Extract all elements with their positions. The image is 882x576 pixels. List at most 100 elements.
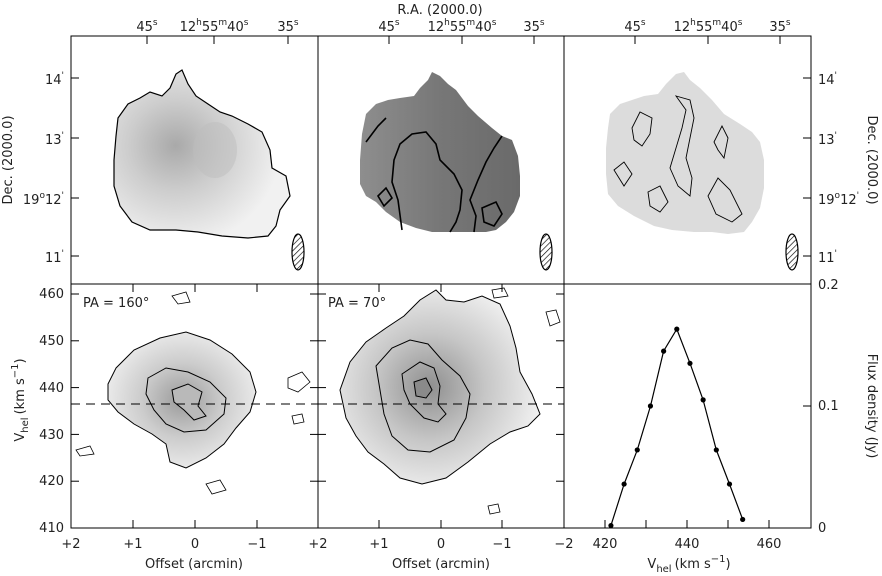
dispersion-contour-d	[613, 161, 633, 187]
flux-tick-0.2: 0.2	[818, 278, 839, 293]
spectrum-point	[661, 348, 667, 354]
moment0-map	[113, 69, 305, 271]
spectrum-line	[610, 327, 744, 526]
pv70-noise-a	[545, 309, 561, 327]
flux-tick-labels: 0 0.1 0.2	[818, 278, 839, 536]
ra-tick-35s: 35s	[277, 18, 299, 35]
pv160-noise-e	[291, 413, 305, 425]
offset-axis-title-pv70: Offset (arcmin)	[392, 557, 490, 572]
velocity-contour-c	[469, 135, 503, 233]
vel-tick-460: 460	[39, 287, 64, 302]
pv70-diagram	[318, 287, 564, 515]
beam-ellipse-3	[785, 233, 799, 271]
offset-tick-labels-pv70: +2 +1 0 −1 −2	[308, 537, 573, 552]
dec-tick-19d12: 19o12'	[818, 191, 859, 208]
spectrum-point	[647, 403, 654, 409]
spectrum-point	[608, 522, 614, 529]
ra-tick-center: 12h55m40s	[674, 18, 743, 35]
dec-tick-13: 13'	[818, 131, 837, 148]
dispersion-contour-c	[713, 124, 729, 160]
spectrum-point	[687, 360, 693, 366]
spectrum-plot	[564, 326, 811, 529]
dec-axis-title-left: Dec. (2000.0)	[1, 115, 16, 204]
pv160-noise-d	[205, 479, 227, 495]
pv160-inner-contour	[171, 383, 207, 421]
spectrum-point	[740, 516, 746, 523]
spec-tick-460: 460	[757, 537, 782, 552]
dispersion-fill	[606, 72, 764, 234]
dispersion-map	[606, 72, 799, 271]
ra-tick-45s: 45s	[378, 18, 400, 35]
offset-tick-0: 0	[191, 537, 199, 552]
dispersion-contour-b	[669, 95, 695, 197]
dec-tick-labels-right: 14' 13' 19o12' 11'	[818, 71, 859, 266]
offset-tick-plus1: +1	[123, 537, 142, 552]
ra-tick-45s: 45s	[136, 18, 158, 35]
pv160-noise-a	[171, 291, 191, 305]
beam-ellipse-2	[539, 233, 553, 271]
offset-tick-plus1: +1	[369, 537, 388, 552]
dispersion-contour-f	[707, 177, 743, 223]
dec-tick-19d12: 19o12'	[23, 191, 64, 208]
flux-axis-title: Flux density (Jy)	[864, 354, 879, 459]
dec-tick-14: 14'	[818, 71, 837, 88]
ra-tick-labels-panel3: 45s 12h55m40s 35s	[624, 18, 791, 35]
velocity-contour-e	[376, 186, 394, 208]
ra-tick-35s: 35s	[523, 18, 545, 35]
ra-tick-center: 12h55m40s	[428, 18, 497, 35]
vhel-axis-title-left: Vhel(km s−1)	[10, 358, 31, 441]
dec-axis-title-right: Dec. (2000.0)	[864, 115, 879, 204]
offset-tick-0: 0	[437, 537, 445, 552]
pv70-mid-contour	[375, 339, 471, 453]
pv160-noise-b	[287, 371, 311, 393]
panel-spectrum-frame	[563, 283, 812, 529]
ra-tick-labels-panel1: 45s 12h55m40s 35s	[136, 18, 299, 35]
pv70-core-contour	[413, 377, 433, 399]
ra-tick-center: 12h55m40s	[180, 18, 249, 35]
dec-tick-11: 11'	[818, 249, 837, 266]
velocity-contour-a	[365, 117, 387, 143]
spectrum-x-tick-labels: 420 440 460	[593, 537, 782, 552]
top-axis-title: R.A. (2000.0)	[397, 3, 482, 18]
velocity-tick-labels: 410 420 430 440 450 460	[39, 287, 64, 536]
offset-tick-minus1: −1	[247, 537, 266, 552]
ra-tick-45s: 45s	[624, 18, 646, 35]
vel-tick-410: 410	[39, 521, 64, 536]
spec-tick-420: 420	[593, 537, 618, 552]
pv160-annotation: PA = 160°	[83, 296, 149, 311]
offset-tick-minus2: −2	[554, 537, 573, 552]
offset-tick-plus2: +2	[308, 537, 327, 552]
dispersion-contour-e	[647, 185, 669, 213]
moment0-secondary-peak	[193, 122, 237, 178]
velocity-field-map	[360, 72, 553, 271]
offset-axis-title-pv160: Offset (arcmin)	[145, 557, 243, 572]
dec-tick-labels-left: 14' 13' 19o12' 11'	[23, 71, 64, 266]
spectrum-point	[726, 481, 733, 487]
spec-tick-440: 440	[675, 537, 700, 552]
spectrum-point	[621, 481, 627, 487]
vhel-axis-title-bottom: Vhel (km s−1)	[647, 554, 730, 575]
offset-tick-minus1: −1	[492, 537, 511, 552]
vel-tick-430: 430	[39, 428, 64, 443]
pv160-diagram	[71, 291, 318, 495]
velocity-contour-b	[391, 131, 463, 233]
spectrum-point	[713, 447, 719, 453]
pv70-noise-c	[491, 287, 509, 299]
pv160-noise-c	[75, 445, 95, 457]
tick-marks	[70, 36, 811, 529]
ra-tick-35s: 35s	[769, 18, 791, 35]
pv70-annotation: PA = 70°	[328, 296, 386, 311]
offset-tick-plus2: +2	[61, 537, 80, 552]
spectrum-point	[700, 397, 706, 403]
spectrum-point	[674, 326, 680, 332]
vel-tick-420: 420	[39, 474, 64, 489]
vel-tick-450: 450	[39, 334, 64, 349]
vel-tick-440: 440	[39, 381, 64, 396]
dec-tick-14: 14'	[45, 71, 64, 88]
pv70-noise-b	[487, 503, 501, 515]
pv160-mid-contour	[145, 367, 227, 433]
beam-ellipse-1	[291, 233, 305, 271]
dec-tick-11: 11'	[45, 249, 64, 266]
dispersion-contour-a	[631, 111, 653, 147]
